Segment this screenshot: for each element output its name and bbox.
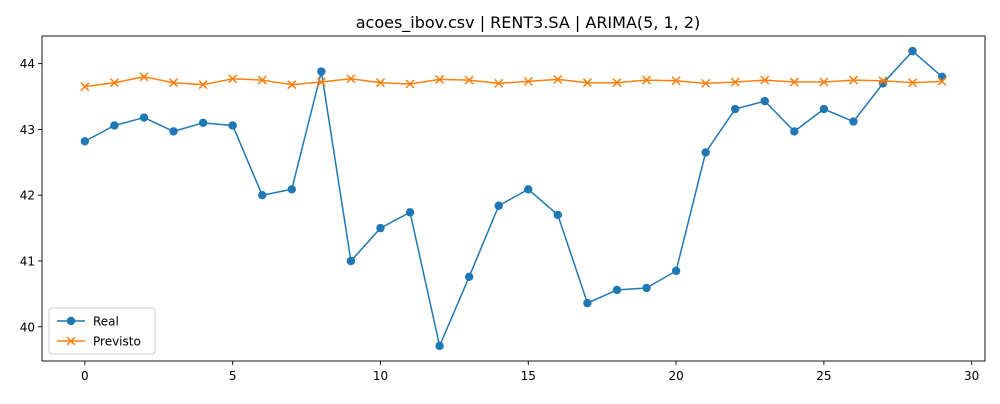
data-point-previsto [169, 78, 179, 88]
y-tick-label: 42 [20, 189, 35, 203]
data-point-real [908, 46, 917, 56]
plot-area [80, 46, 947, 351]
data-point-real [405, 208, 415, 217]
data-point-real [376, 223, 385, 233]
data-point-previsto [228, 74, 238, 84]
data-point-previsto [641, 75, 652, 85]
data-point-previsto [612, 78, 622, 88]
data-point-real [583, 298, 592, 308]
y-tick-label: 43 [20, 123, 35, 137]
data-point-real [228, 121, 237, 130]
data-point-real [110, 121, 119, 130]
data-point-previsto [494, 78, 504, 88]
x-tick-label: 5 [229, 369, 237, 383]
legend-label: Previsto [93, 335, 141, 349]
data-point-previsto [109, 78, 119, 88]
data-point-real [642, 283, 651, 293]
data-point-real [790, 127, 799, 136]
data-point-real [819, 104, 829, 114]
data-point-previsto [346, 74, 356, 84]
data-point-real [937, 72, 947, 81]
legend-box [48, 307, 156, 355]
data-point-previsto [435, 74, 445, 84]
data-point-real [731, 104, 740, 114]
axes: 0 5 10 15 20 25 30 40 41 42 43 44 [20, 35, 986, 383]
data-point-previsto [198, 80, 208, 90]
data-point-previsto [553, 74, 563, 84]
data-point-real [435, 341, 444, 351]
data-point-real [553, 210, 563, 220]
data-point-previsto [937, 76, 947, 86]
data-point-previsto [819, 77, 829, 87]
data-point-previsto [287, 80, 297, 90]
data-point-real [849, 117, 858, 126]
data-point-previsto [375, 78, 386, 88]
data-point-real [287, 185, 296, 194]
data-point-previsto [582, 78, 592, 88]
x-tick-label: 15 [521, 369, 536, 383]
data-point-real [346, 256, 356, 266]
legend-label: Real [93, 315, 119, 329]
data-point-real [198, 118, 208, 128]
data-point-previsto [908, 78, 918, 88]
data-point-real [317, 67, 326, 76]
series-line-real [84, 50, 943, 347]
data-point-previsto [316, 77, 326, 87]
data-point-previsto [789, 77, 799, 87]
legend-marker [66, 336, 76, 346]
data-point-real [524, 185, 533, 194]
axes-frame [41, 35, 986, 362]
y-tick-label: 41 [20, 255, 35, 269]
data-point-previsto [701, 78, 711, 88]
legend: Real Previsto [48, 307, 156, 355]
data-point-previsto [405, 79, 415, 89]
data-point-real [139, 113, 149, 122]
data-point-previsto [80, 82, 90, 92]
legend-marker [66, 316, 76, 326]
data-point-real [258, 191, 267, 200]
data-point-real [671, 266, 681, 276]
data-point-previsto [671, 76, 681, 86]
data-point-previsto [848, 75, 858, 85]
y-tick-label: 44 [20, 57, 35, 71]
data-point-real [701, 148, 710, 157]
chart-title: acoes_ibov.csv | RENT3.SA | ARIMA(5, 1, … [356, 13, 701, 33]
series-line-previsto [84, 76, 943, 88]
data-point-real [464, 272, 474, 281]
data-point-previsto [523, 76, 533, 86]
data-point-real [80, 137, 90, 146]
data-point-previsto [464, 75, 474, 85]
x-tick-label: 30 [964, 369, 979, 383]
y-tick-label: 40 [20, 320, 35, 334]
data-point-previsto [760, 75, 770, 85]
x-tick-label: 25 [816, 369, 831, 383]
x-tick-label: 0 [81, 369, 89, 383]
data-point-real [760, 96, 769, 106]
x-tick-label: 20 [668, 369, 683, 383]
data-point-previsto [257, 75, 267, 85]
data-point-previsto [139, 72, 149, 82]
data-point-real [169, 127, 178, 136]
data-point-previsto [878, 76, 888, 86]
data-point-previsto [730, 77, 740, 87]
data-point-real [612, 285, 622, 295]
x-tick-label: 10 [373, 369, 388, 383]
data-point-real [494, 201, 503, 210]
